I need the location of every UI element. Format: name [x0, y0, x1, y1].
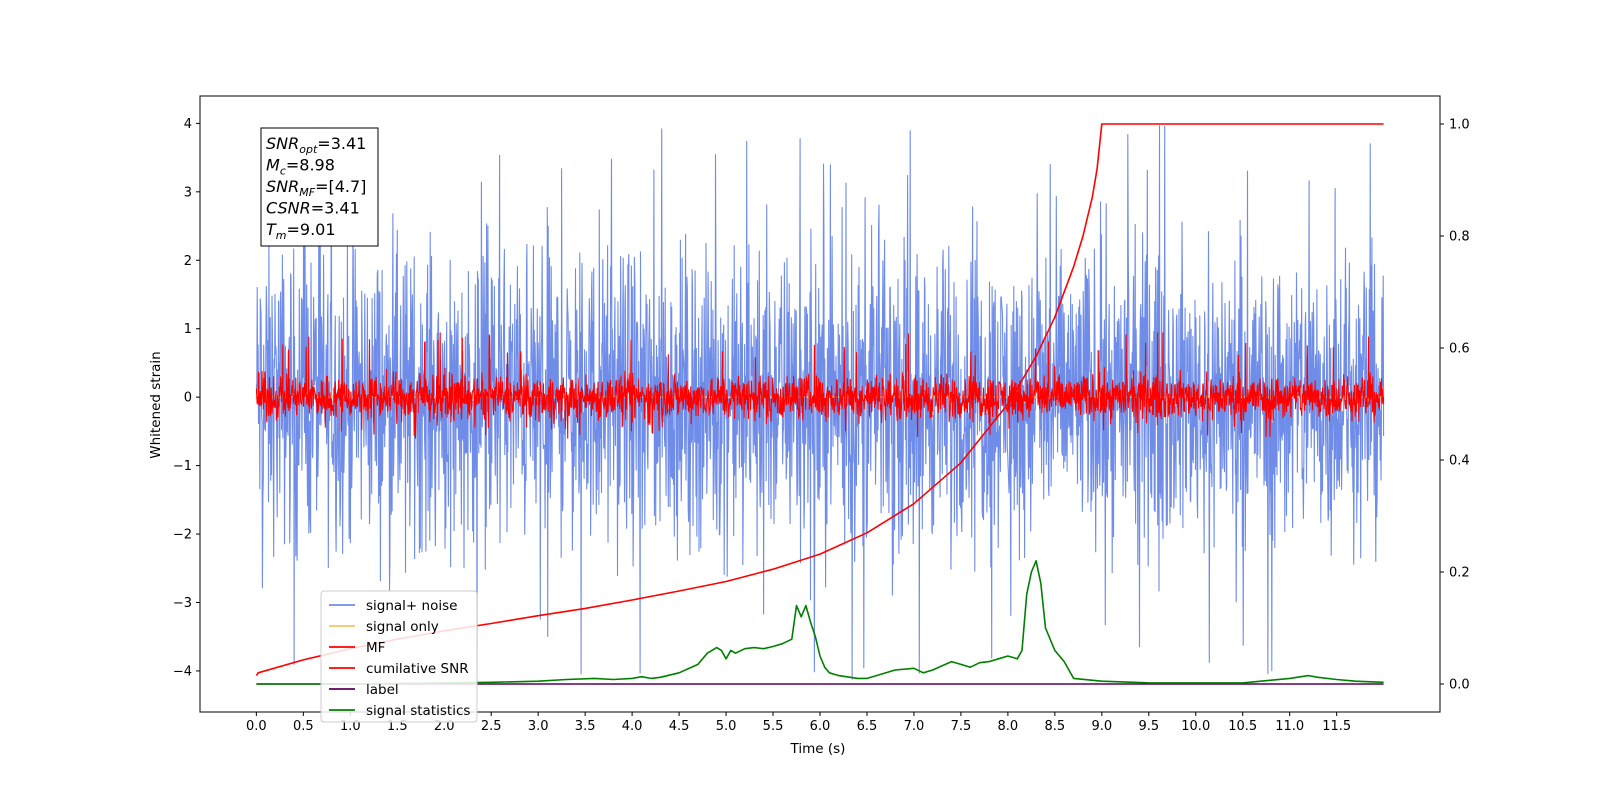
series-line-mf	[255, 332, 1385, 439]
info-value: =9.01	[287, 220, 336, 239]
y-tick-label: 1	[184, 322, 192, 337]
x-tick-label: 0.0	[246, 719, 267, 734]
info-line: SNRopt=3.41	[266, 134, 366, 156]
info-line: SNRMF=[4.7]	[266, 177, 366, 199]
info-line: Tm=9.01	[266, 220, 336, 242]
legend-label: label	[366, 682, 399, 698]
x-tick-label: 11.5	[1322, 719, 1351, 734]
info-symbol: SNR	[266, 134, 299, 153]
x-tick-label: 0.5	[293, 719, 314, 734]
info-symbol: M	[266, 156, 280, 175]
y-tick-label: −4	[173, 664, 192, 679]
x-tick-label: 6.0	[810, 719, 831, 734]
info-subscript: opt	[299, 143, 318, 156]
info-subscript: MF	[299, 186, 315, 199]
x-tick-label: 6.5	[857, 719, 878, 734]
x-tick-label: 2.5	[481, 719, 502, 734]
info-symbol: SNR	[266, 177, 299, 196]
info-line: Mc=8.98	[266, 156, 335, 178]
legend-frame	[320, 590, 478, 723]
y2-tick-label: 1.0	[1449, 118, 1470, 133]
x-tick-label: 4.0	[622, 719, 643, 734]
legend-label: MF	[366, 640, 385, 656]
x-tick-label: 5.5	[763, 719, 784, 734]
y2-tick-label: 0.2	[1449, 566, 1470, 581]
y2-tick-label: 0.4	[1449, 454, 1470, 469]
y2-tick-label: 0.8	[1449, 230, 1470, 245]
x-tick-label: 10.5	[1228, 719, 1257, 734]
y-tick-label: 0	[184, 391, 192, 406]
x-tick-label: 9.5	[1138, 719, 1159, 734]
series-line-signal-statistics	[256, 560, 1384, 685]
y-tick-label: −2	[173, 528, 192, 543]
x-tick-label: 1.5	[387, 719, 408, 734]
legend-label: cumilative SNR	[366, 661, 469, 677]
info-subscript: c	[280, 165, 286, 178]
legend-label: signal only	[366, 619, 439, 635]
y2-tick-label: 0.6	[1449, 342, 1470, 357]
legend: signal+ noise signal only MF cumilative SNR…	[320, 590, 478, 723]
y-tick-label: 2	[184, 254, 192, 269]
y-tick-label: 4	[184, 117, 192, 132]
x-tick-label: 7.0	[904, 719, 925, 734]
legend-label: signal+ noise	[366, 598, 457, 614]
y-tick-label: 3	[184, 185, 192, 200]
info-value: =3.41	[317, 134, 366, 153]
legend-items: signal+ noise signal only MF cumilative SNR…	[329, 598, 470, 719]
info-symbol: T	[266, 220, 277, 239]
x-tick-label: 8.0	[998, 719, 1019, 734]
x-tick-label: 3.0	[528, 719, 549, 734]
info-lines: SNRopt=3.41Mc=8.98SNRMF=[4.7]CSNR=3.41Tm…	[266, 134, 366, 242]
info-value: =[4.7]	[315, 177, 366, 196]
y-tick-label: −1	[173, 459, 192, 474]
x-tick-label: 7.5	[951, 719, 972, 734]
info-box: SNRopt=3.41Mc=8.98SNRMF=[4.7]CSNR=3.41Tm…	[260, 127, 379, 247]
x-tick-label: 8.5	[1045, 719, 1066, 734]
y2-ticks: 0.0 0.2 0.4 0.6 0.8 1.0	[1440, 118, 1470, 693]
x-tick-label: 2.0	[434, 719, 455, 734]
y-ticks: −4 −3 −2 −1 0 1 2 3 4	[173, 117, 200, 679]
x-tick-label: 3.5	[575, 719, 596, 734]
y-axis-label: Whitened strain	[148, 351, 164, 458]
info-value: =8.98	[286, 156, 335, 175]
x-tick-label: 1.0	[340, 719, 361, 734]
x-tick-label: 4.5	[669, 719, 690, 734]
x-tick-label: 9.0	[1091, 719, 1112, 734]
info-box-frame	[260, 127, 379, 247]
y2-tick-label: 0.0	[1449, 678, 1470, 693]
x-tick-label: 11.0	[1275, 719, 1304, 734]
x-axis-label: Time (s)	[790, 741, 846, 757]
info-line: CSNR=3.41	[266, 199, 360, 218]
x-tick-label: 10.0	[1181, 719, 1210, 734]
x-ticks: 0.0 0.5 1.0 1.5 2.0 2.5 3.0 3.5 4.0 4.5 5.0 5.5 6.0 6…	[246, 712, 1351, 734]
x-tick-label: 5.0	[716, 719, 737, 734]
y-tick-label: −3	[173, 596, 192, 611]
info-subscript: m	[276, 229, 287, 242]
info-symbol: CSNR	[266, 199, 311, 218]
legend-label: signal statistics	[366, 703, 470, 719]
info-value: =3.41	[311, 199, 360, 218]
series-line-signal-noise	[255, 125, 1385, 682]
